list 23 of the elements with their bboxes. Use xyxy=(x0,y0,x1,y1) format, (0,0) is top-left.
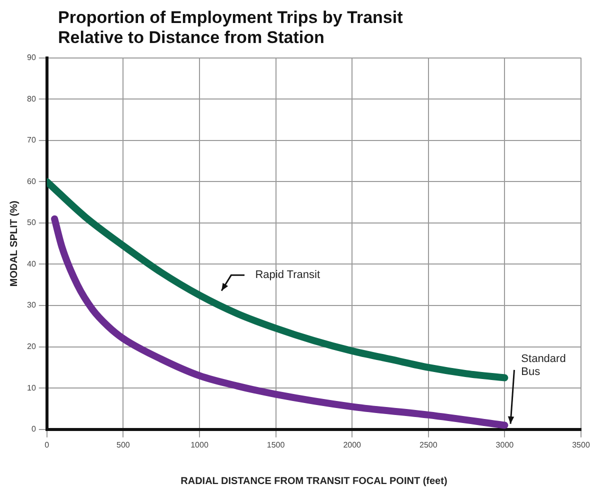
y-tick-label: 20 xyxy=(26,342,36,352)
y-tick-label: 60 xyxy=(26,176,36,186)
y-tick-label: 80 xyxy=(26,94,36,104)
x-axis-title: RADIAL DISTANCE FROM TRANSIT FOCAL POINT (feet) xyxy=(180,476,448,487)
y-tick-label: 0 xyxy=(31,424,36,434)
x-tick-label: 3500 xyxy=(572,440,590,450)
x-tick-label: 2500 xyxy=(420,440,438,450)
y-tick-label: 70 xyxy=(26,136,36,145)
x-tick-label: 3000 xyxy=(496,440,514,450)
y-axis-title: MODAL SPLIT (%) xyxy=(8,200,20,287)
x-tick-label: 500 xyxy=(116,440,130,450)
x-tick-label: 0 xyxy=(44,440,50,450)
y-tick-label: 30 xyxy=(26,300,36,310)
y-tick-label: 40 xyxy=(26,259,36,268)
annotation: Rapid Transit xyxy=(255,269,320,282)
x-tick-label: 2000 xyxy=(343,440,362,450)
x-tick-label: 1000 xyxy=(190,440,209,450)
y-tick-label: 90 xyxy=(26,53,36,62)
y-tick-label: 50 xyxy=(26,218,36,228)
x-tick-label: 1500 xyxy=(266,440,286,450)
chart-title: Proportion of Employment Trips by Transit Relative to Distance from Station xyxy=(58,8,403,48)
y-tick-label: 10 xyxy=(26,383,36,392)
annotation: Standard Bus xyxy=(521,352,566,378)
